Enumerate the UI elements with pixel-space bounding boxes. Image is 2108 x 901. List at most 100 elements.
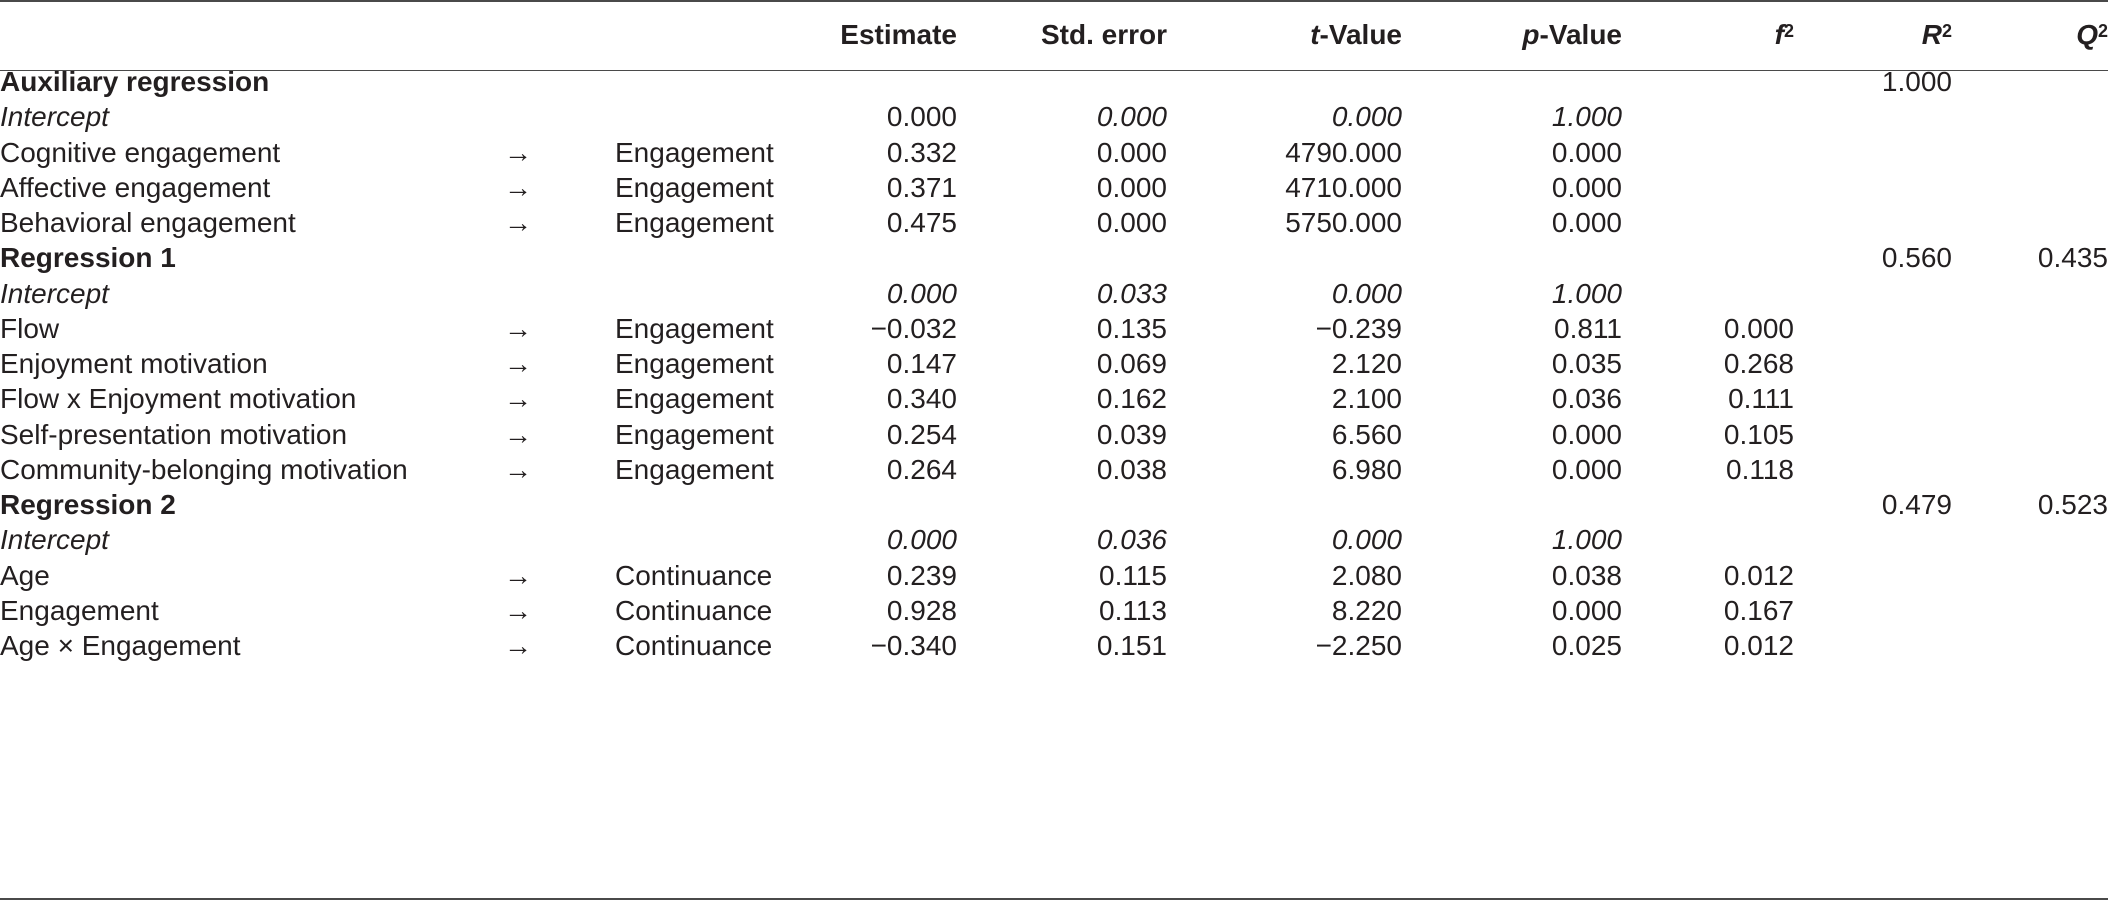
arrow-icon: → xyxy=(504,559,532,591)
row-label: Regression 2 xyxy=(0,489,176,520)
cell-f2: 0.167 xyxy=(1723,594,1794,626)
cell-q2: 0.435 xyxy=(2037,242,2108,274)
cell-std-error: 0.115 xyxy=(1099,559,1167,591)
cell-f2: 0.012 xyxy=(1723,630,1794,661)
row-target: Continuance xyxy=(615,594,773,626)
row-target: Engagement xyxy=(615,453,774,485)
cell-p-value: 1.000 xyxy=(1551,101,1622,133)
cell-f2: 0.105 xyxy=(1723,418,1794,450)
row-target: Engagement xyxy=(615,171,774,203)
arrow-icon: → xyxy=(504,171,532,203)
cell-t-value: 2.080 xyxy=(1331,559,1402,591)
cell-t-value: 6.560 xyxy=(1331,418,1402,450)
cell-p-value: 0.035 xyxy=(1551,348,1622,379)
cell-r2: 1.000 xyxy=(1881,66,1952,97)
cell-t-value: −2.250 xyxy=(1315,630,1402,661)
cell-t-value: 8.220 xyxy=(1331,594,1402,626)
row-target: Engagement xyxy=(615,136,774,168)
cell-estimate: 0.371 xyxy=(886,171,957,203)
header-estimate: Estimate xyxy=(840,19,957,50)
cell-p-value: 0.000 xyxy=(1551,594,1622,626)
cell-p-value: 0.000 xyxy=(1551,136,1622,168)
cell-r2: 0.560 xyxy=(1881,242,1952,274)
row-label: Community-belonging motivation xyxy=(0,453,408,485)
cell-t-value: 5750.000 xyxy=(1285,207,1402,238)
cell-estimate: 0.239 xyxy=(886,559,957,591)
cell-t-value: 4790.000 xyxy=(1285,136,1402,168)
cell-t-value: −0.239 xyxy=(1315,312,1402,344)
cell-estimate: 0.147 xyxy=(886,348,957,379)
cell-p-value: 0.025 xyxy=(1551,630,1622,661)
cell-f2: 0.268 xyxy=(1723,348,1794,379)
cell-std-error: 0.162 xyxy=(1096,383,1167,415)
header-t-value: t-Value xyxy=(1310,19,1402,50)
header-f2: f2 xyxy=(1774,19,1794,50)
cell-f2: 0.111 xyxy=(1728,383,1794,415)
arrow-icon: → xyxy=(504,136,532,168)
cell-estimate: 0.254 xyxy=(886,418,957,450)
arrow-icon: → xyxy=(504,383,532,415)
row-label: Intercept xyxy=(0,277,109,309)
cell-estimate: 0.000 xyxy=(886,524,957,556)
cell-estimate: 0.264 xyxy=(886,453,957,485)
cell-q2: 0.523 xyxy=(2037,489,2108,520)
cell-p-value: 1.000 xyxy=(1551,277,1622,309)
arrow-icon: → xyxy=(504,594,532,626)
cell-std-error: 0.069 xyxy=(1096,348,1167,379)
cell-f2: 0.118 xyxy=(1726,453,1794,485)
cell-std-error: 0.038 xyxy=(1096,453,1167,485)
row-target: Engagement xyxy=(615,207,774,238)
cell-std-error: 0.135 xyxy=(1096,312,1167,344)
cell-t-value: 6.980 xyxy=(1331,453,1402,485)
table-top-rule xyxy=(0,0,2108,2)
cell-p-value: 0.000 xyxy=(1551,453,1622,485)
row-label: Age × Engagement xyxy=(0,630,241,661)
arrow-icon: → xyxy=(504,348,532,379)
cell-estimate: −0.340 xyxy=(870,630,957,661)
row-label: Cognitive engagement xyxy=(0,136,281,168)
table-bottom-rule xyxy=(0,898,2108,900)
cell-std-error: 0.151 xyxy=(1096,630,1167,661)
header-q2: Q2 xyxy=(2076,19,2108,50)
cell-std-error: 0.000 xyxy=(1096,207,1167,238)
cell-p-value: 0.000 xyxy=(1551,418,1622,450)
cell-std-error: 0.000 xyxy=(1096,171,1167,203)
header-r2: R2 xyxy=(1921,19,1952,50)
row-target: Engagement xyxy=(615,348,774,379)
cell-t-value: 0.000 xyxy=(1331,524,1402,556)
cell-p-value: 0.036 xyxy=(1551,383,1622,415)
cell-estimate: 0.475 xyxy=(886,207,957,238)
cell-estimate: 0.340 xyxy=(886,383,957,415)
row-label: Auxiliary regression xyxy=(0,66,270,97)
cell-estimate: 0.332 xyxy=(886,136,957,168)
cell-estimate: 0.000 xyxy=(886,101,957,133)
row-label: Behavioral engagement xyxy=(0,207,296,238)
cell-f2: 0.012 xyxy=(1723,559,1794,591)
row-label: Regression 1 xyxy=(0,242,176,274)
cell-r2: 0.479 xyxy=(1881,489,1952,520)
row-label: Intercept xyxy=(0,101,109,133)
header-std-error: Std. error xyxy=(1040,19,1167,50)
cell-t-value: 0.000 xyxy=(1331,101,1402,133)
row-target: Continuance xyxy=(615,559,773,591)
row-target: Engagement xyxy=(615,312,774,344)
arrow-icon: → xyxy=(504,453,532,485)
cell-p-value: 0.000 xyxy=(1551,207,1622,238)
row-label: Intercept xyxy=(0,524,109,556)
row-label: Affective engagement xyxy=(0,171,271,203)
arrow-icon: → xyxy=(504,312,532,344)
cell-p-value: 0.811 xyxy=(1554,312,1622,344)
row-target: Engagement xyxy=(615,418,774,450)
cell-p-value: 0.038 xyxy=(1551,559,1622,591)
row-label: Flow x Enjoyment motivation xyxy=(0,383,357,415)
cell-std-error: 0.039 xyxy=(1096,418,1167,450)
cell-p-value: 1.000 xyxy=(1551,524,1622,556)
arrow-icon: → xyxy=(504,418,532,450)
cell-f2: 0.000 xyxy=(1723,312,1794,344)
cell-p-value: 0.000 xyxy=(1551,171,1622,203)
row-label: Enjoyment motivation xyxy=(0,348,268,379)
cell-std-error: 0.033 xyxy=(1096,277,1167,309)
cell-estimate: −0.032 xyxy=(870,312,957,344)
row-label: Flow xyxy=(0,312,60,344)
header-p-value: p-Value xyxy=(1522,19,1622,50)
